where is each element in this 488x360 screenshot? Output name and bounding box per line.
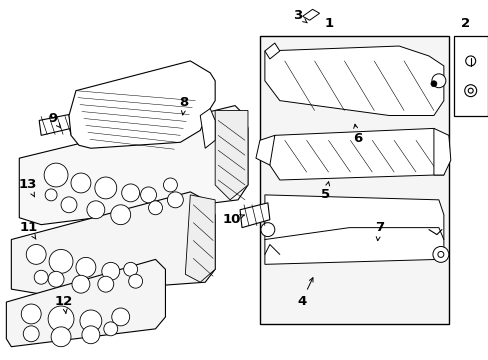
Circle shape: [112, 308, 129, 326]
Circle shape: [148, 201, 162, 215]
Text: 9: 9: [48, 112, 61, 128]
Circle shape: [432, 247, 448, 262]
Circle shape: [48, 271, 64, 287]
Circle shape: [167, 192, 183, 208]
Polygon shape: [6, 260, 165, 347]
Circle shape: [141, 187, 156, 203]
Circle shape: [261, 223, 274, 237]
Text: 1: 1: [325, 17, 333, 30]
Circle shape: [80, 310, 102, 332]
Polygon shape: [69, 61, 215, 148]
Polygon shape: [264, 195, 443, 264]
Circle shape: [72, 275, 90, 293]
Polygon shape: [264, 43, 279, 59]
Circle shape: [48, 306, 74, 332]
Text: 4: 4: [296, 278, 312, 307]
Polygon shape: [11, 192, 215, 294]
Circle shape: [95, 177, 117, 199]
Circle shape: [61, 197, 77, 213]
Circle shape: [431, 74, 445, 88]
Circle shape: [163, 178, 177, 192]
Polygon shape: [302, 9, 319, 20]
Circle shape: [87, 201, 104, 219]
Text: 11: 11: [19, 221, 37, 239]
Text: 10: 10: [223, 213, 244, 226]
Circle shape: [103, 322, 118, 336]
Circle shape: [111, 205, 130, 225]
Circle shape: [468, 88, 472, 93]
Polygon shape: [264, 46, 443, 116]
Circle shape: [123, 262, 137, 276]
Circle shape: [71, 173, 91, 193]
Circle shape: [464, 85, 476, 96]
Text: 8: 8: [180, 96, 188, 115]
Text: 2: 2: [460, 17, 469, 30]
Circle shape: [437, 251, 443, 257]
Text: 13: 13: [19, 179, 38, 197]
Polygon shape: [185, 195, 215, 282]
Text: 3: 3: [292, 9, 306, 23]
Polygon shape: [200, 109, 215, 148]
Circle shape: [430, 81, 436, 87]
Circle shape: [102, 262, 120, 280]
Polygon shape: [215, 111, 247, 200]
Circle shape: [98, 276, 114, 292]
Bar: [260, 36, 448, 324]
Circle shape: [26, 244, 46, 264]
Polygon shape: [19, 105, 247, 225]
Text: 6: 6: [352, 124, 361, 145]
Circle shape: [34, 270, 48, 284]
Circle shape: [21, 304, 41, 324]
Bar: [453, 36, 487, 116]
Polygon shape: [264, 129, 443, 180]
Circle shape: [49, 249, 73, 273]
Circle shape: [45, 189, 57, 201]
Text: 12: 12: [55, 294, 73, 313]
Text: 5: 5: [320, 182, 329, 201]
Circle shape: [76, 257, 96, 277]
Circle shape: [465, 56, 475, 66]
Circle shape: [82, 326, 100, 344]
Polygon shape: [433, 129, 450, 175]
Polygon shape: [240, 203, 269, 228]
Circle shape: [44, 163, 68, 187]
Circle shape: [23, 326, 39, 342]
Circle shape: [128, 274, 142, 288]
Polygon shape: [255, 135, 274, 165]
Circle shape: [51, 327, 71, 347]
Polygon shape: [39, 114, 71, 135]
Circle shape: [122, 184, 139, 202]
Text: 7: 7: [374, 221, 383, 241]
